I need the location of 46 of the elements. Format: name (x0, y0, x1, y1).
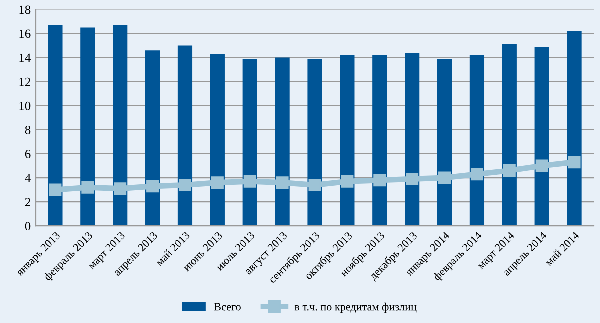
point (114, 182, 127, 196)
bar (113, 25, 128, 226)
legend-label: Всего (214, 303, 241, 311)
point (536, 160, 548, 172)
legend-label: в т.ч. по кредитам физлиц (294, 302, 417, 313)
point (211, 176, 224, 190)
bar (567, 31, 582, 226)
bar (308, 58, 322, 226)
bar (470, 55, 485, 226)
point (244, 175, 256, 188)
y-tick-label: 0 (25, 222, 31, 231)
point (374, 174, 386, 187)
bar (502, 44, 517, 226)
y-tick-label: 2 (25, 198, 30, 206)
bar (534, 46, 550, 226)
y-tick-label: 18 (20, 6, 31, 14)
point (406, 172, 419, 186)
y-tick-label: 12 (20, 78, 30, 86)
point (308, 178, 322, 192)
bar (210, 54, 225, 226)
y-tick-label: 4 (25, 174, 31, 182)
point (503, 164, 516, 178)
y-tick-label: 16 (20, 30, 31, 38)
bar (242, 58, 258, 226)
point (438, 172, 452, 184)
bar (275, 58, 290, 226)
point (178, 178, 192, 192)
point (568, 156, 581, 169)
point (49, 184, 62, 196)
y-tick-label: 10 (20, 102, 31, 110)
bar (178, 46, 193, 226)
bar (340, 55, 355, 226)
point (276, 176, 289, 190)
bar (372, 55, 388, 226)
bar (405, 52, 420, 226)
point (470, 168, 484, 181)
y-tick-label: 6 (25, 150, 31, 158)
bar (145, 50, 160, 226)
point (82, 181, 94, 194)
bar (80, 28, 96, 226)
bar (48, 25, 63, 226)
point (146, 180, 160, 193)
bar (437, 58, 452, 226)
y-tick-label: 8 (25, 126, 31, 134)
y-tick-label: 14 (20, 54, 31, 62)
point (341, 175, 354, 188)
